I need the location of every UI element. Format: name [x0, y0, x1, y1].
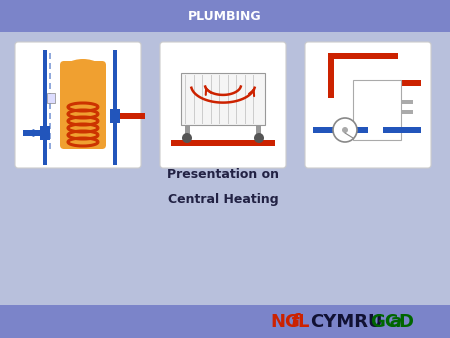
Circle shape: [333, 118, 357, 142]
Text: L: L: [297, 313, 308, 331]
Bar: [49, 123, 51, 129]
Bar: [328, 53, 334, 98]
FancyBboxPatch shape: [305, 42, 431, 168]
Ellipse shape: [61, 59, 105, 87]
Bar: [40, 126, 50, 140]
Text: CYMRU: CYMRU: [310, 313, 382, 331]
Bar: [49, 83, 51, 89]
Circle shape: [342, 127, 348, 133]
Bar: [49, 63, 51, 69]
Bar: [49, 73, 51, 79]
FancyBboxPatch shape: [15, 42, 141, 168]
Text: f: f: [290, 313, 298, 331]
Bar: [110, 109, 120, 123]
Bar: [49, 93, 51, 99]
Bar: [185, 125, 190, 140]
Text: a: a: [390, 313, 402, 331]
Bar: [383, 127, 421, 133]
Bar: [0, 0, 450, 32]
Text: Presentation on: Presentation on: [167, 169, 279, 182]
Bar: [43, 50, 47, 165]
Bar: [47, 93, 55, 103]
Bar: [49, 143, 51, 149]
Bar: [256, 125, 261, 140]
Bar: [49, 133, 51, 139]
Bar: [401, 100, 413, 104]
Text: PLUMBING: PLUMBING: [188, 10, 262, 24]
Circle shape: [254, 133, 264, 143]
Text: GC: GC: [370, 313, 398, 331]
Bar: [181, 73, 265, 125]
Bar: [113, 50, 117, 165]
Bar: [49, 103, 51, 109]
Bar: [49, 53, 51, 59]
Text: Central Heating: Central Heating: [168, 193, 278, 207]
Bar: [401, 110, 413, 114]
Bar: [383, 80, 421, 86]
Bar: [117, 113, 145, 119]
Text: NG: NG: [270, 313, 300, 331]
Bar: [23, 130, 43, 136]
Bar: [328, 53, 398, 59]
FancyBboxPatch shape: [160, 42, 286, 168]
Bar: [0, 305, 450, 338]
FancyBboxPatch shape: [60, 61, 106, 149]
Circle shape: [182, 133, 192, 143]
Bar: [313, 127, 368, 133]
Bar: [49, 113, 51, 119]
Bar: [353, 80, 401, 140]
Text: D: D: [398, 313, 413, 331]
Bar: [171, 140, 275, 146]
